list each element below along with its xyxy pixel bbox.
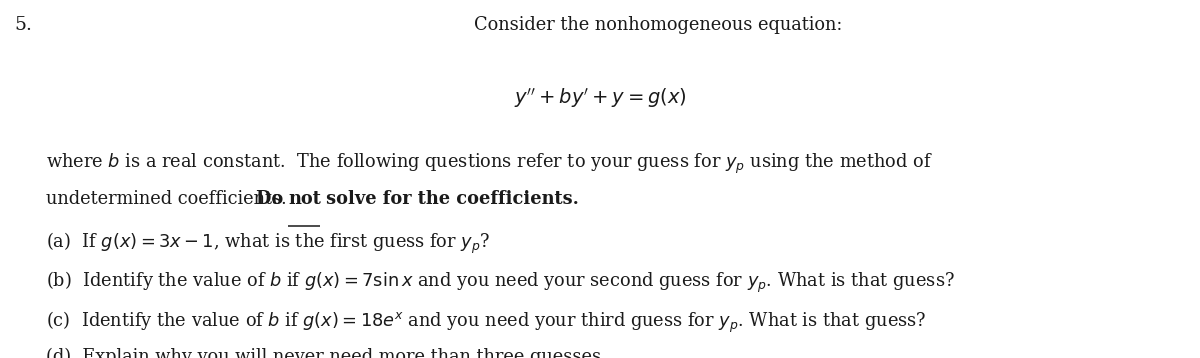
Text: 5.: 5. xyxy=(14,16,32,34)
Text: (a)  If $g(x) = 3x - 1$, what is the first guess for $y_p$?: (a) If $g(x) = 3x - 1$, what is the firs… xyxy=(46,231,490,256)
Text: (d)  Explain why you will never need more than three guesses.: (d) Explain why you will never need more… xyxy=(46,348,606,358)
Text: solve for the coefficients.: solve for the coefficients. xyxy=(320,190,580,208)
Text: Do: Do xyxy=(257,190,289,208)
Text: Consider the nonhomogeneous equation:: Consider the nonhomogeneous equation: xyxy=(474,16,842,34)
Text: where $b$ is a real constant.  The following questions refer to your guess for $: where $b$ is a real constant. The follow… xyxy=(46,152,932,176)
Text: (c)  Identify the value of $b$ if $g(x) = 18e^{x}$ and you need your third guess: (c) Identify the value of $b$ if $g(x) =… xyxy=(46,310,926,335)
Text: (b)  Identify the value of $b$ if $g(x) = 7\sin x$ and you need your second gues: (b) Identify the value of $b$ if $g(x) =… xyxy=(46,270,954,295)
Text: $y'' + by' + y = g(x)$: $y'' + by' + y = g(x)$ xyxy=(514,86,686,110)
Text: undetermined coefficients.: undetermined coefficients. xyxy=(46,190,292,208)
Text: not: not xyxy=(288,190,320,208)
